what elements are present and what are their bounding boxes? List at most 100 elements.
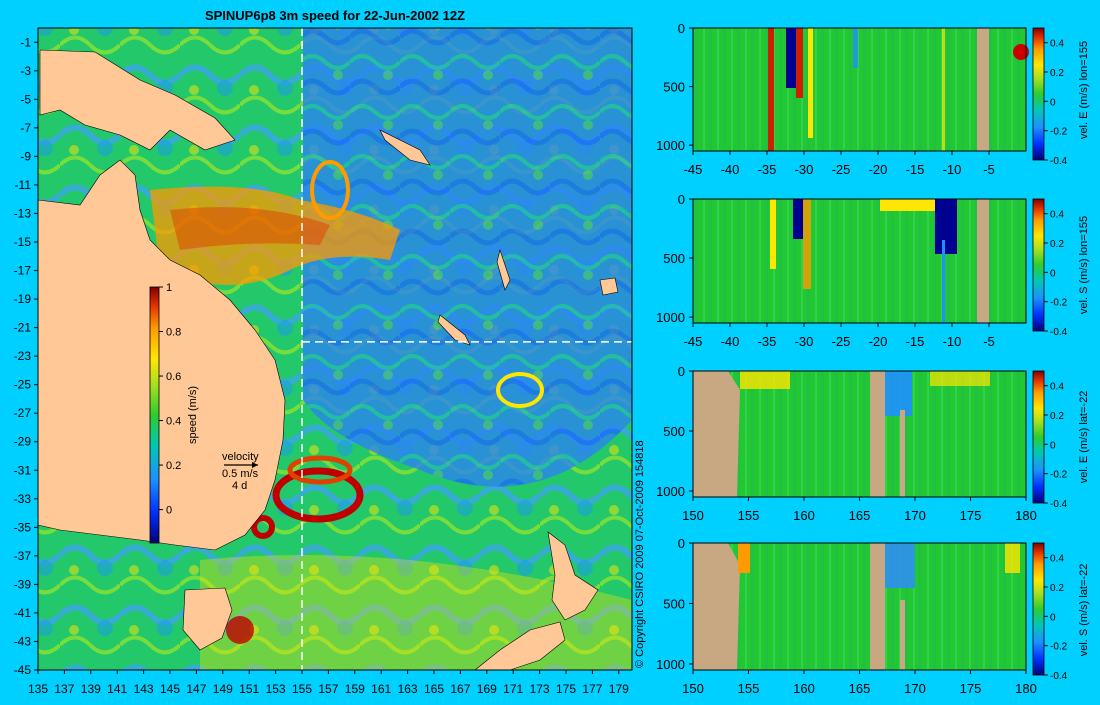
map-x-axis: 135 137 139 141 143 145 147 149 151 153 155 157 159 1… [28,670,629,696]
section-x-tick-label: -25 [832,162,851,177]
map-title: SPINUP6p8 3m speed for 22-Jun-2002 12Z [205,8,465,23]
velocity-key-speed: 0.5 m/s [222,468,259,480]
section-x-tick-label: 155 [738,681,760,696]
section-3-colorbar-label: vel. E (m/s) lat=-22 [1078,391,1090,484]
map-colorbar-tick-label: 0 [166,505,172,517]
map-x-tick-label: 143 [134,682,154,696]
section-colorbar-tick-label: 0 [1050,440,1056,451]
section-2-band-5 [935,199,957,254]
section-y-tick-label: 500 [663,424,685,439]
section-3-land-1 [870,371,885,497]
section-x-tick-label: -15 [906,334,925,349]
map-x-tick-label: 169 [477,682,497,696]
section-2-land [977,199,989,323]
map-x-tick-label: 173 [530,682,550,696]
map-y-tick-label: -5 [20,92,31,106]
map-eddy-north [310,160,350,220]
map-x-tick-label: 167 [450,682,470,696]
map-x-tick-label: 155 [292,682,312,696]
section-colorbar-tick-label: 0 [1050,612,1056,623]
velocity-key-arrowhead [252,462,258,468]
map-colorbar-label: speed (m/s) [187,386,199,444]
section-4-y-axis: 0 500 1000 [656,536,693,672]
section-2-colorbar [1032,198,1045,332]
section-y-tick-label: 1000 [656,310,685,325]
section-y-tick-label: 1000 [656,484,685,499]
map-y-tick-label: -9 [20,149,31,163]
section-y-tick-label: 1000 [656,657,685,672]
map-y-tick-label: -3 [20,64,31,78]
map-frame [37,27,633,671]
land-vanuatu [496,248,511,291]
section-y-tick-label: 0 [678,364,685,379]
section-x-tick-label: 170 [904,681,926,696]
map-eddy-west [251,515,275,539]
map-x-tick-label: 153 [266,682,286,696]
section-colorbar-tick-label: -0.2 [1050,127,1068,138]
map-y-tick-label: -39 [14,577,32,591]
section-3-band-1 [740,371,790,389]
copyright-note: © Copyright CSIRO 2009 07-Oct-2009 15481… [634,440,646,668]
section-2-band-2 [793,199,803,239]
map-eddy-east [496,372,544,408]
map-x-tick-label: 163 [398,682,418,696]
section-3-colorbar [1032,370,1045,504]
section-y-tick-label: 500 [663,80,685,95]
section-colorbar-tick-label: -0.2 [1050,298,1068,309]
section-x-tick-label: 160 [793,681,815,696]
section-1-band-1 [768,28,774,151]
section-colorbar-tick-label: 0.2 [1050,239,1064,250]
section-y-tick-label: 0 [678,192,685,207]
map-x-tick-label: 161 [371,682,391,696]
section-y-tick-label: 500 [663,596,685,611]
section-y-tick-label: 0 [678,536,685,551]
map-x-tick-label: 175 [556,682,576,696]
land-solomon-islands [379,129,431,166]
map-y-tick-label: -43 [14,634,32,648]
map-x-tick-label: 137 [54,682,74,696]
map-y-tick-label: -17 [14,264,32,278]
map-land [37,49,619,671]
section-3-x-axis: 150 155 160 165 170 175 180 [682,497,1037,523]
section-2-x-axis: -45 -40 -35 -30 -25 -20 -15 -10 -5 [684,323,995,349]
section-colorbar-tick-label: 0.4 [1050,382,1064,393]
map-y-tick-label: -45 [14,663,32,677]
section-x-tick-label: -40 [721,334,740,349]
map-ocean-east [303,28,632,487]
section-3-colorbar-ticks: 0.4 0.2 0 -0.2 -0.4 [1044,382,1068,510]
section-x-tick-label: 155 [738,508,760,523]
section-4-colorbar-label: vel. S (m/s) lat=-22 [1078,564,1090,657]
section-colorbar-tick-label: 0.4 [1050,554,1064,565]
section-4-colorbar-ticks: 0.4 0.2 0 -0.2 -0.4 [1044,554,1068,682]
map-colorbar-tick-label: 1 [166,282,172,294]
section-1-colorbar [1032,27,1045,161]
section-colorbar-tick-label: -0.2 [1050,470,1068,481]
map-colorbar-tick-label: 0.6 [166,371,181,383]
section-1-field [693,28,1026,151]
map-eddy-tas [226,616,254,644]
section-1-frame [692,27,1027,152]
map-x-tick-label: 159 [345,682,365,696]
velocity-key: velocity 0.5 m/s 4 d [222,451,259,492]
section-2-colorbar-ticks: 0.4 0.2 0 -0.2 -0.4 [1044,210,1068,338]
land-new-zealand-north [547,531,599,621]
section-colorbar-tick-label: -0.4 [1050,156,1068,167]
map-x-tick-label: 165 [424,682,444,696]
land-tasmania [182,587,233,651]
section-4-band-3 [1005,543,1020,573]
section-1-colorbar-label: vel. E (m/s) lon=155 [1078,41,1090,139]
section-4-band-1 [738,543,750,573]
section-colorbar-tick-label: -0.4 [1050,671,1068,682]
section-x-tick-label: -10 [943,162,962,177]
section-x-tick-label: 150 [682,681,704,696]
section-3-land-2 [900,410,905,497]
map-y-tick-label: -13 [14,206,32,220]
section-4-band-2 [885,543,915,588]
section-colorbar-tick-label: 0.2 [1050,411,1064,422]
map-x-tick-label: 179 [609,682,629,696]
map-x-tick-label: 147 [186,682,206,696]
map-y-tick-label: -11 [15,178,32,192]
section-2-field [693,199,1026,323]
map-x-tick-label: 151 [239,682,259,696]
